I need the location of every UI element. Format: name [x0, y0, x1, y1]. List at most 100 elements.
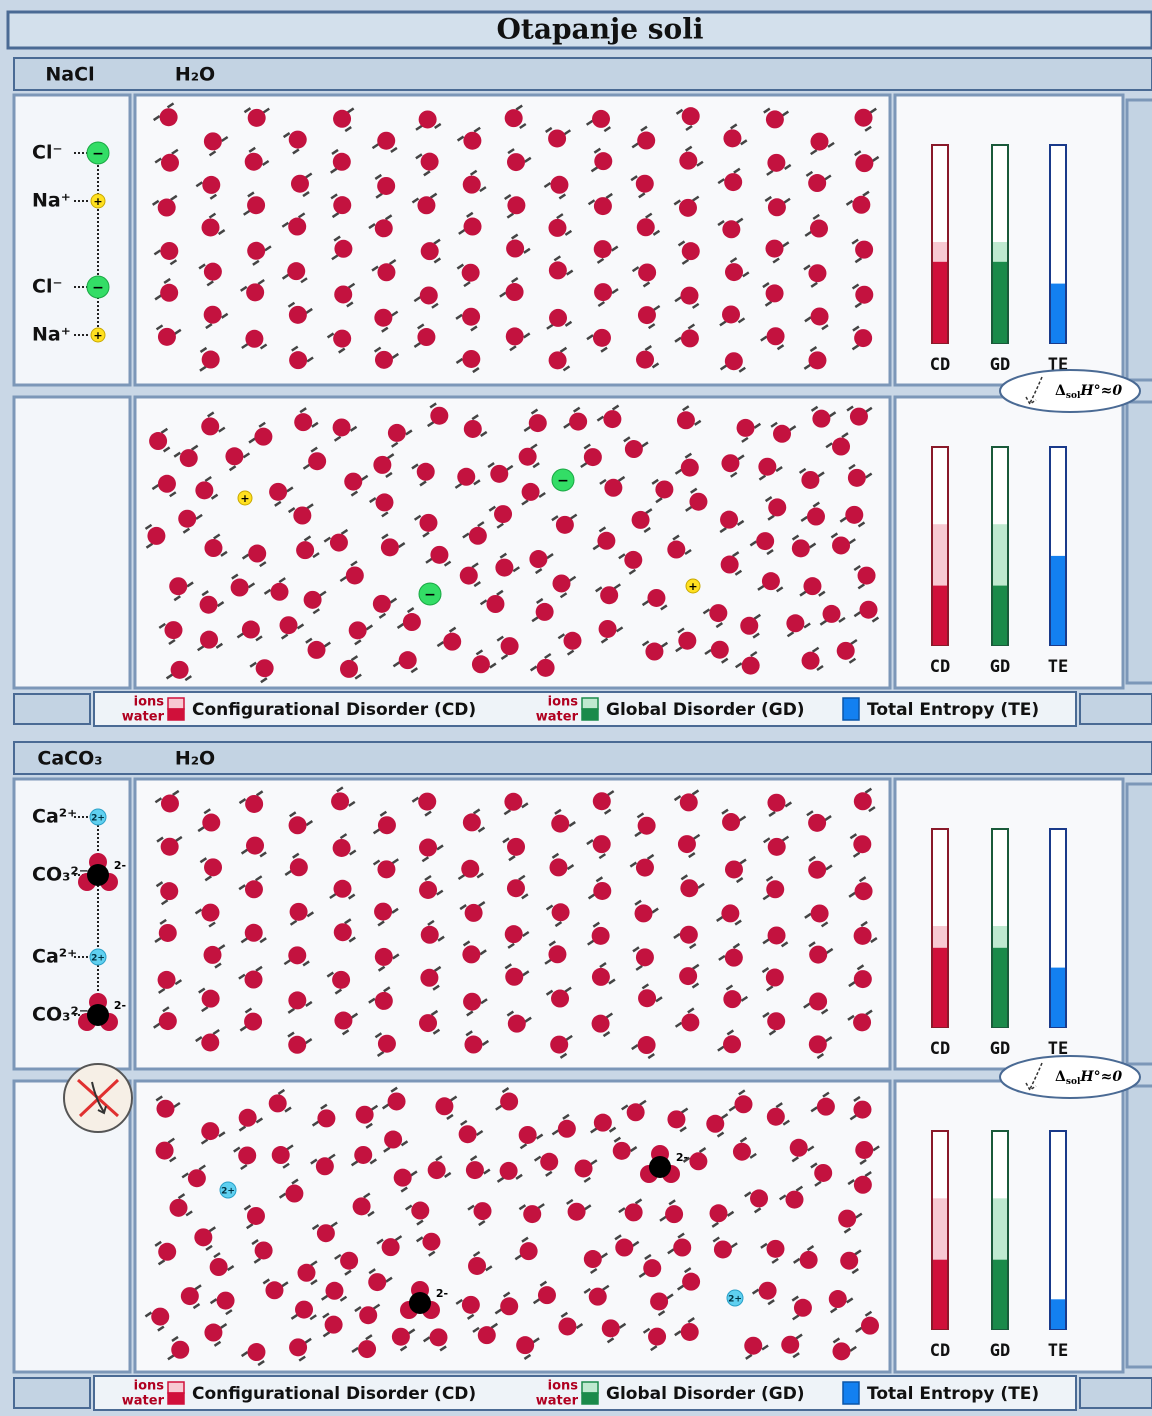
hydrogen — [379, 810, 388, 817]
oxygen — [768, 498, 787, 517]
hydrogen — [200, 1138, 209, 1145]
hydrogen — [459, 904, 467, 911]
water-molecule — [350, 1145, 378, 1167]
oxygen — [667, 540, 686, 559]
water-molecule — [583, 1284, 610, 1306]
ion-charge: 2- — [114, 999, 126, 1012]
hydrogen — [208, 921, 216, 928]
hydrogen — [171, 148, 179, 155]
water-molecule — [781, 1333, 803, 1359]
water-molecule — [506, 874, 529, 900]
hydrogen — [199, 857, 208, 864]
water-molecule — [241, 329, 268, 350]
water-molecule — [566, 1198, 592, 1221]
water-molecule — [586, 328, 611, 353]
water-molecule — [436, 626, 462, 651]
hydrogen — [306, 503, 314, 510]
oxygen — [505, 967, 524, 986]
oxygen — [200, 630, 219, 649]
hydrogen — [720, 1113, 729, 1120]
ion-charge: 2- — [436, 1287, 448, 1300]
water-molecule — [499, 276, 524, 302]
hydrogen — [854, 1249, 862, 1256]
hydrogen — [806, 1244, 815, 1252]
hydrogen — [753, 613, 761, 620]
oxygen — [840, 1251, 859, 1270]
hydrogen — [404, 1204, 413, 1211]
hydrogen — [419, 480, 427, 487]
oxygen — [354, 1145, 373, 1164]
hydrogen — [566, 649, 575, 656]
water-molecule — [591, 962, 616, 986]
oxygen — [537, 1286, 556, 1305]
water-molecule — [376, 1235, 403, 1257]
hydrogen — [806, 810, 814, 817]
hydrogen — [812, 501, 820, 508]
hydrogen — [524, 1016, 532, 1023]
water-molecule — [543, 175, 569, 200]
hydrogen — [381, 1103, 390, 1110]
hydrogen — [392, 661, 401, 668]
oxygen — [204, 1323, 223, 1342]
water-molecule — [413, 323, 436, 348]
water-molecule — [667, 534, 692, 559]
hydrogen — [339, 833, 348, 840]
water-molecule — [468, 1250, 493, 1275]
hydrogen — [429, 192, 438, 199]
oxygen — [332, 152, 351, 171]
oxygen — [477, 1326, 496, 1345]
hydrogen — [297, 212, 306, 219]
hydrogen — [560, 1311, 569, 1318]
oxygen — [160, 153, 179, 172]
hydrogen — [551, 1129, 560, 1136]
water-molecule — [425, 545, 452, 567]
oxygen — [637, 306, 656, 325]
hydrogen — [641, 983, 650, 990]
oxygen — [461, 263, 480, 282]
oxygen — [638, 989, 657, 1008]
water-molecule — [296, 535, 320, 560]
hydrogen — [602, 1284, 610, 1291]
bar-label: GD — [990, 1341, 1010, 1361]
hydrogen — [201, 590, 209, 597]
hydrogen — [515, 1173, 523, 1180]
oxygen — [373, 455, 392, 474]
water-molecule — [154, 277, 179, 302]
hydrogen — [311, 1224, 320, 1231]
calcium-ion — [219, 1181, 237, 1199]
water-molecule — [352, 1192, 375, 1217]
water-molecule — [828, 1290, 854, 1314]
oxygen — [765, 968, 784, 987]
hydrogen — [477, 521, 485, 528]
water-molecule — [521, 482, 546, 506]
hydrogen — [238, 973, 246, 980]
oxygen — [516, 1336, 535, 1355]
water-molecule — [679, 145, 704, 170]
oxygen — [307, 640, 326, 659]
oxygen — [767, 1012, 786, 1031]
oxygen — [464, 1035, 483, 1054]
oxygen — [624, 550, 643, 569]
oxygen — [374, 350, 393, 369]
hydrogen — [477, 826, 486, 833]
hydrogen — [257, 1360, 265, 1367]
hydrogen — [225, 1309, 233, 1316]
water-molecule — [154, 918, 177, 944]
hydrogen — [175, 835, 183, 842]
hydrogen — [674, 296, 682, 303]
hydrogen — [455, 313, 463, 320]
hydrogen — [154, 797, 163, 804]
legend-ions: ions — [548, 1379, 579, 1394]
hydrogen — [647, 323, 656, 330]
hydrogen — [434, 122, 442, 130]
hydrogen — [241, 553, 250, 560]
water-molecule — [849, 1095, 872, 1121]
water-molecule — [853, 600, 880, 623]
hydrogen — [822, 1091, 830, 1098]
hydrogen — [501, 1087, 510, 1094]
hydrogen — [328, 1153, 336, 1160]
legend-swatch-water — [167, 1392, 185, 1405]
water-molecule — [287, 503, 314, 525]
water-molecule — [332, 418, 358, 442]
oxygen — [809, 992, 828, 1011]
